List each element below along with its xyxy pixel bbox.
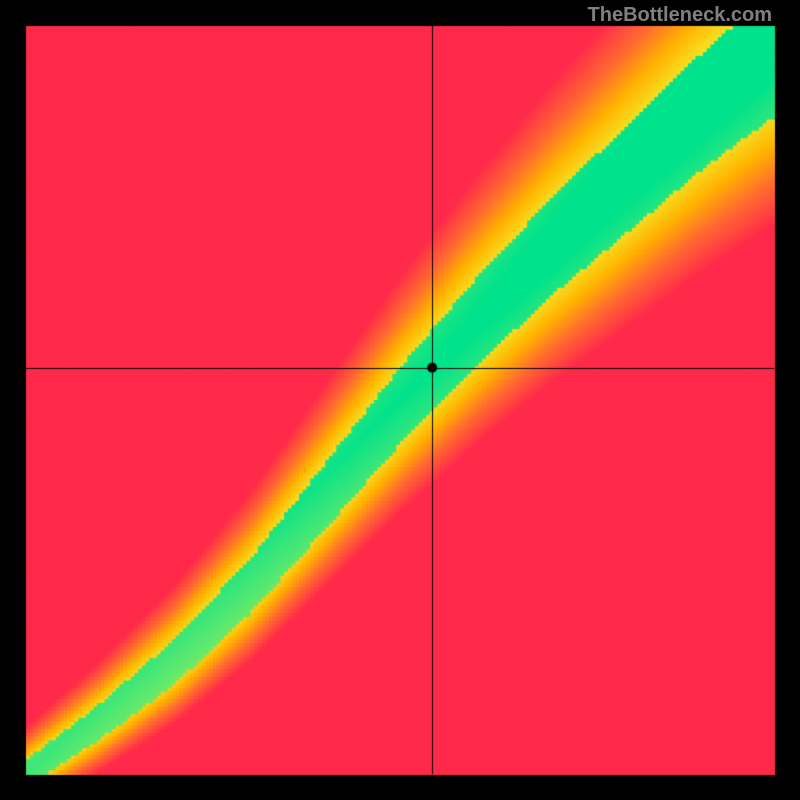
watermark-text: TheBottleneck.com — [588, 4, 772, 27]
chart-container: TheBottleneck.com — [0, 0, 800, 800]
bottleneck-heatmap — [0, 0, 800, 800]
